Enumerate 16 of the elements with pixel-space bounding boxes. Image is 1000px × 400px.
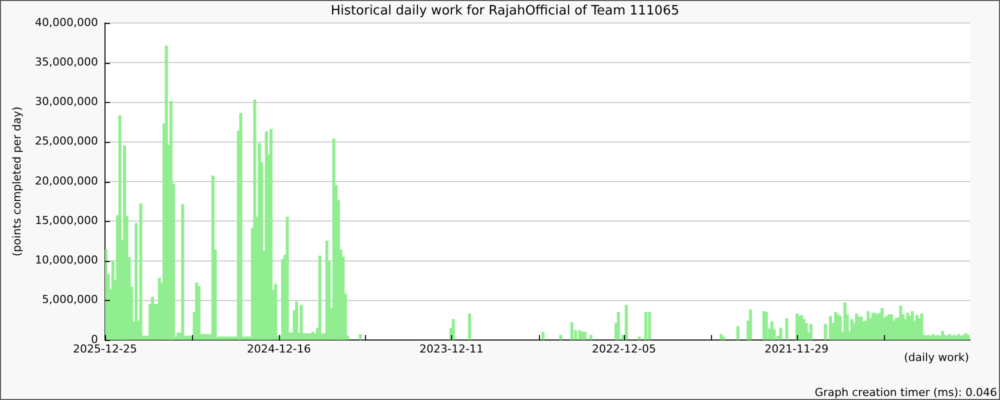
x-axis-title: (daily work): [904, 350, 969, 364]
y-tick-label: 5,000,000: [42, 293, 98, 306]
chart-title: Historical daily work for RajahOfficial of Team 111065: [330, 3, 680, 18]
text: Graph creation timer (ms): 0.046: [814, 386, 997, 399]
y-tick-label: 25,000,000: [35, 134, 98, 148]
x-tick-label: 2021-11-29: [764, 342, 829, 356]
y-tick-label: 20,000,000: [35, 174, 98, 188]
y-tick-label: 30,000,000: [35, 95, 98, 108]
y-tick-label: 40,000,000: [35, 16, 98, 29]
x-tick-label: 2022-12-05: [592, 342, 656, 356]
y-tick-label: 35,000,000: [35, 55, 98, 68]
y-axis-title: (points completed per day): [10, 106, 24, 256]
y-tick-label: 15,000,000: [35, 214, 98, 227]
x-tick-label: 2023-12-11: [419, 342, 484, 356]
x-tick-label: 2024-12-16: [246, 342, 311, 356]
y-tick-label: 10,000,000: [35, 254, 98, 267]
